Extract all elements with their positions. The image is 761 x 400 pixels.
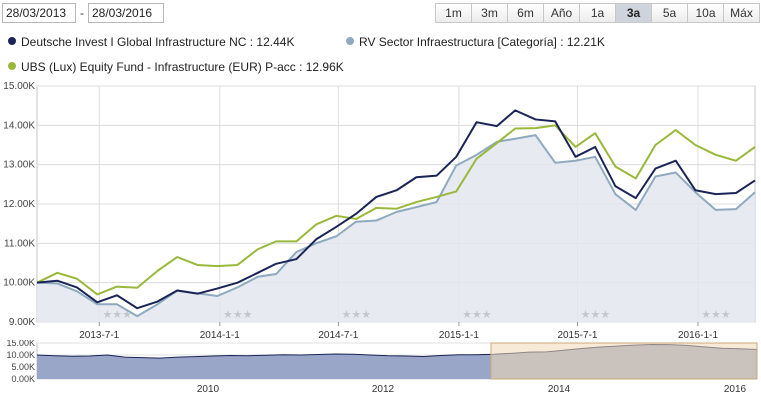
range-button-1a[interactable]: 1a: [579, 3, 616, 23]
range-button-ytd[interactable]: Año: [543, 3, 580, 23]
y-tick-label: 11.00K: [4, 238, 35, 249]
range-selector: 1m 3m 6m Año 1a 3a 5a 10a Máx: [435, 3, 760, 23]
range-button-6m[interactable]: 6m: [507, 3, 544, 23]
y-tick-label: 9.00K: [9, 317, 35, 328]
range-button-10a[interactable]: 10a: [687, 3, 724, 23]
category-area-fill: [37, 135, 755, 322]
legend-item-category[interactable]: RV Sector Infraestructura [Categoría] : …: [346, 35, 605, 49]
navigator-x-label: 2016: [724, 384, 747, 395]
legend-item-deutsche[interactable]: Deutsche Invest I Global Infrastructure …: [8, 35, 294, 49]
series-line-ubs: [36, 124, 756, 296]
legend-marker-deutsche: [8, 37, 16, 45]
navigator-y-label: 0.00K: [11, 374, 35, 384]
navigator-y-label: 10.00K: [6, 350, 35, 360]
legend-label-ubs: UBS (Lux) Equity Fund - Infrastructure (…: [21, 60, 344, 74]
navigator-chart[interactable]: 15.00K 10.00K 5.00K 0.00K 2010 2012 2014 2016: [0, 340, 761, 400]
series-line-deutsche: [36, 109, 756, 310]
navigator-y-label: 15.00K: [6, 340, 35, 348]
x-tick-label: 2015-7-1: [557, 330, 597, 340]
navigator-x-label: 2012: [372, 384, 395, 395]
navigator-x-label: 2010: [197, 384, 220, 395]
range-button-max[interactable]: Máx: [723, 3, 760, 23]
legend-label-category: RV Sector Infraestructura [Categoría] : …: [359, 35, 605, 49]
date-from-input[interactable]: 28/03/2013: [2, 3, 76, 23]
y-tick-label: 15.00K: [3, 81, 35, 92]
date-to-input[interactable]: 28/03/2016: [88, 3, 164, 23]
y-tick-label: 10.00K: [3, 278, 35, 289]
legend-marker-ubs: [8, 62, 16, 70]
performance-chart[interactable]: 9.00K 10.00K 11.00K 12.00K 13.00K 14.00K 15.00…: [0, 78, 761, 340]
x-tick-label: 2016-1-1: [678, 330, 718, 340]
y-tick-label: 13.00K: [3, 160, 35, 171]
range-button-5a[interactable]: 5a: [651, 3, 688, 23]
range-button-1m[interactable]: 1m: [435, 3, 472, 23]
legend-label-deutsche: Deutsche Invest I Global Infrastructure …: [21, 35, 295, 49]
range-button-3m[interactable]: 3m: [471, 3, 508, 23]
x-tick-label: 2014-7-1: [318, 330, 358, 340]
y-tick-label: 14.00K: [3, 120, 35, 131]
x-tick-label: 2014-1-1: [200, 330, 240, 340]
x-tick-label: 2013-7-1: [79, 330, 119, 340]
range-button-3a[interactable]: 3a: [615, 3, 652, 23]
y-tick-label: 12.00K: [3, 199, 35, 210]
date-separator: -: [80, 6, 84, 20]
x-tick-label: 2015-1-1: [439, 330, 479, 340]
series-line-category: [36, 134, 756, 318]
navigator-x-label: 2014: [548, 384, 571, 395]
legend-marker-category: [346, 37, 354, 45]
navigator-selection-window: [490, 342, 758, 380]
legend-item-ubs[interactable]: UBS (Lux) Equity Fund - Infrastructure (…: [8, 60, 344, 74]
navigator-y-label: 5.00K: [11, 362, 35, 372]
